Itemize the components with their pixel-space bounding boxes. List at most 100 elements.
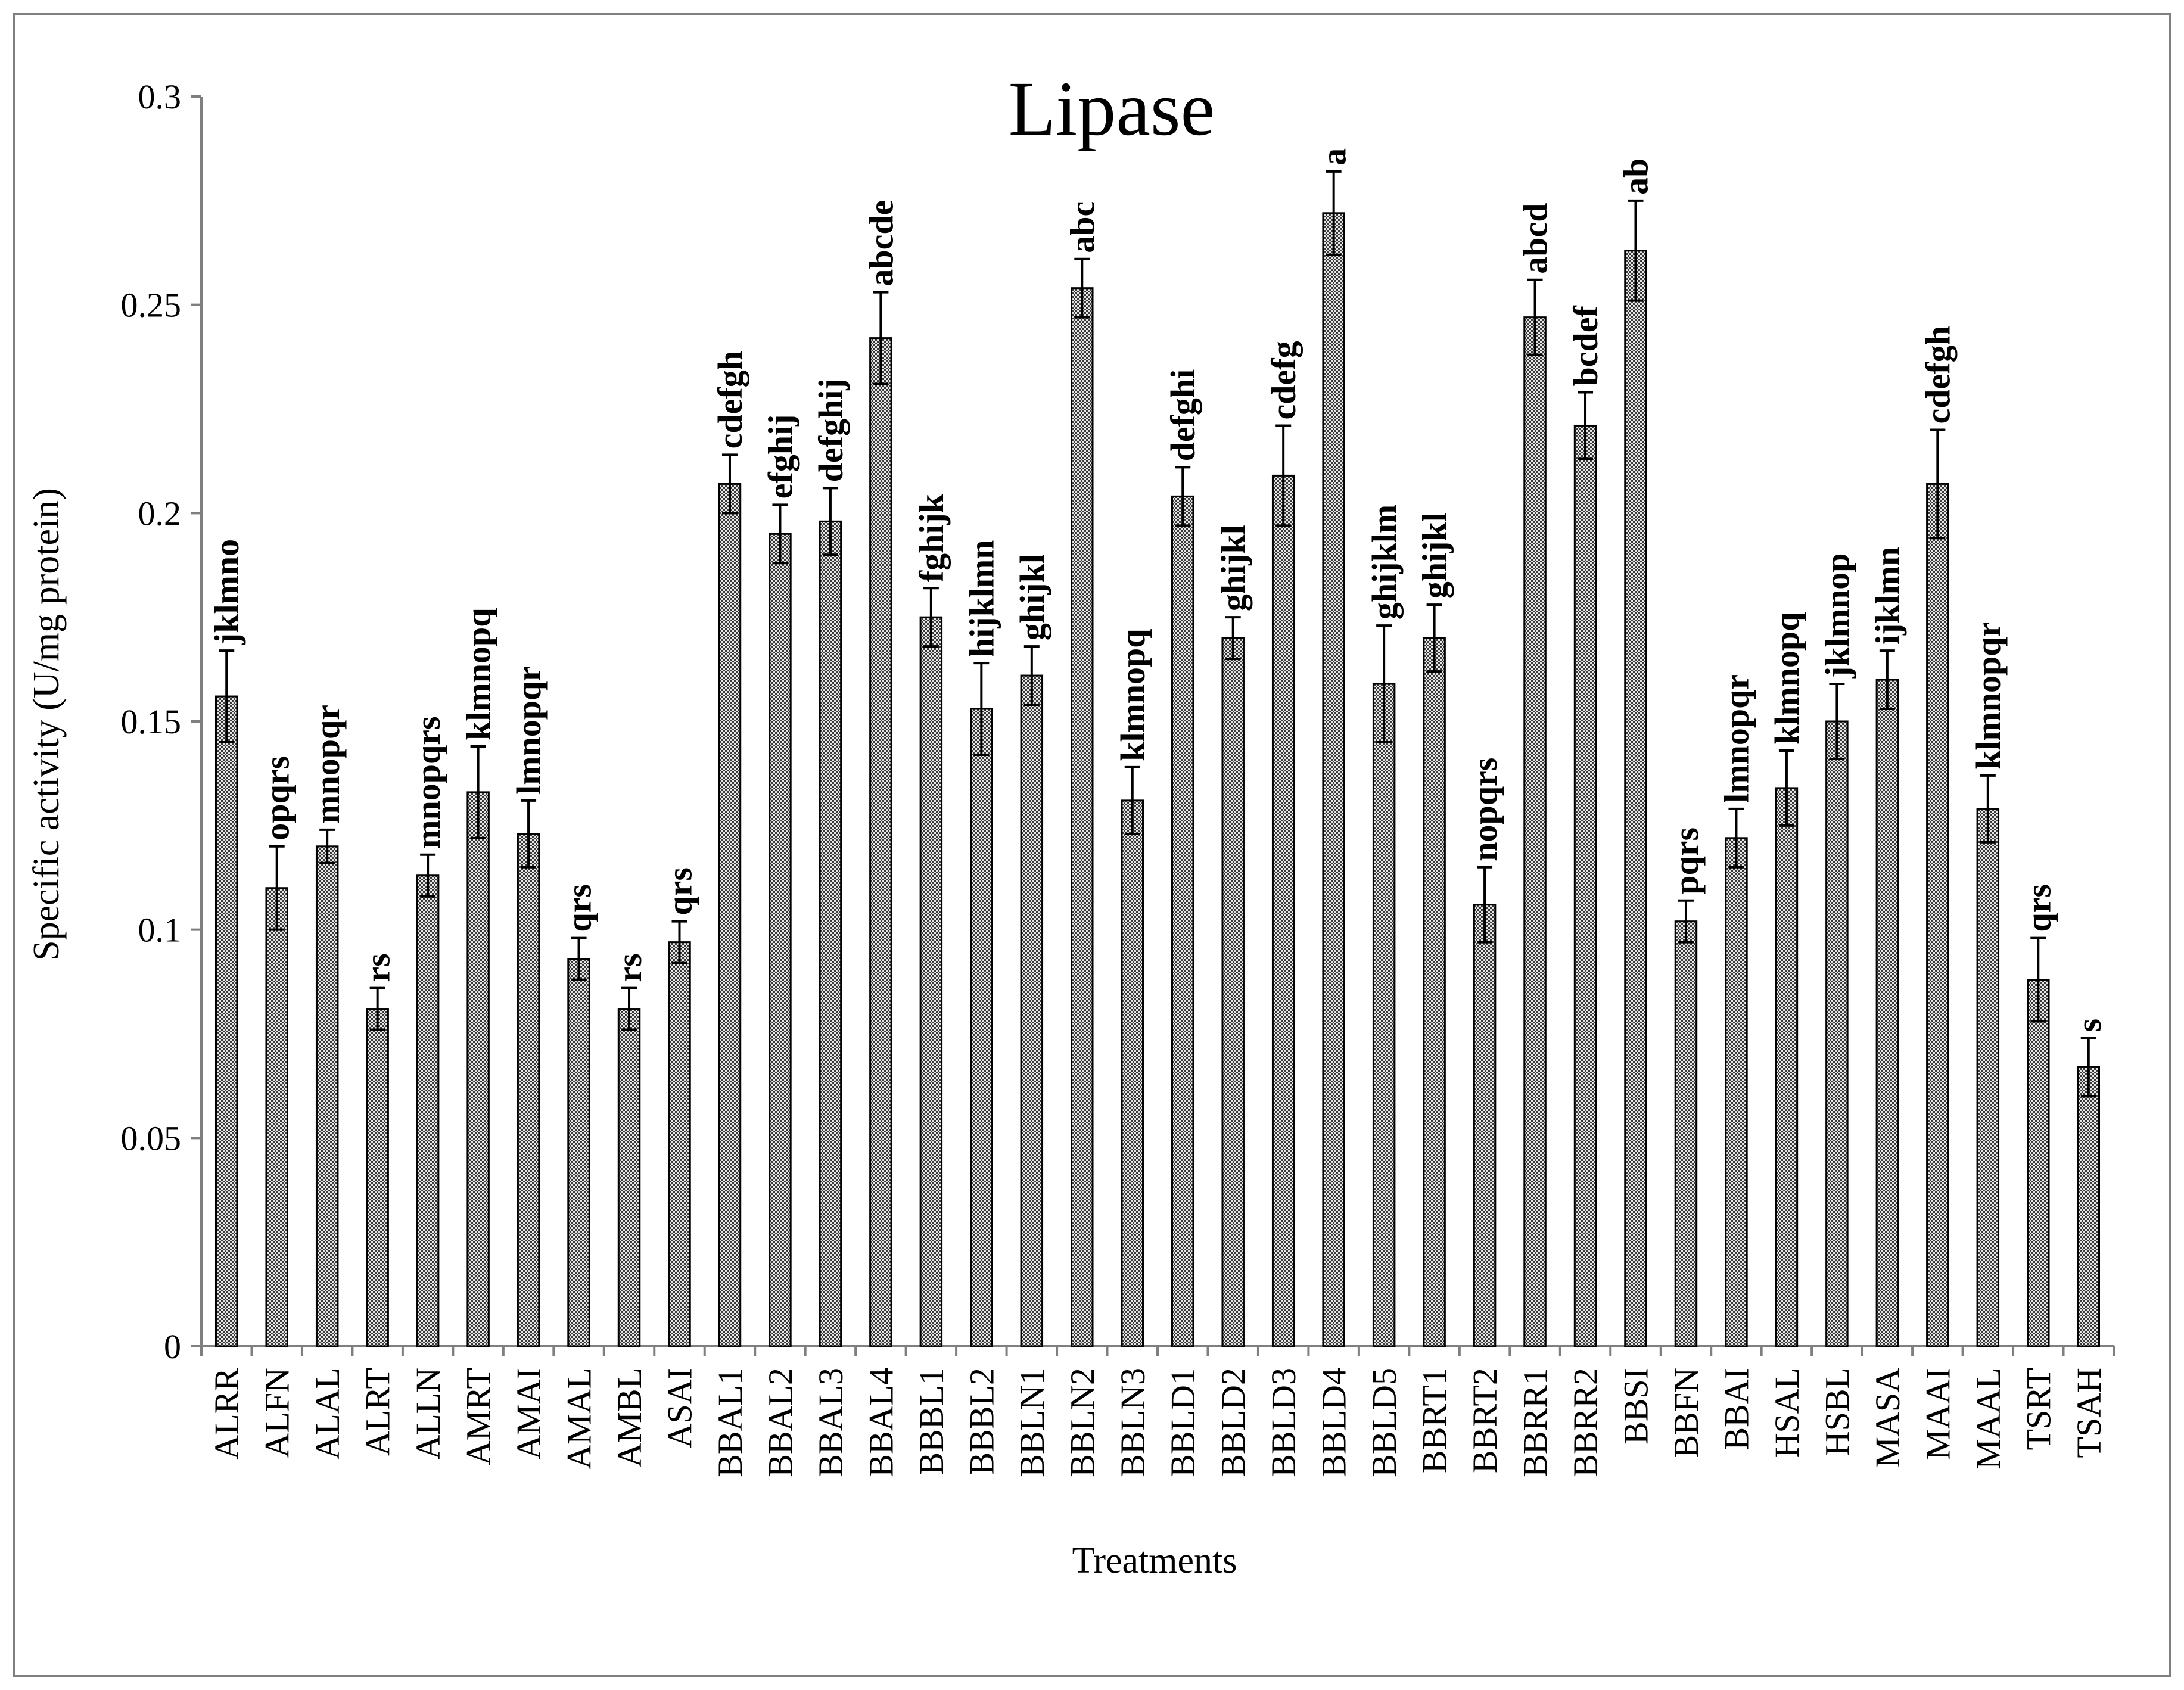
bar <box>1573 424 1597 1347</box>
bar <box>517 833 540 1347</box>
significance-label: ab <box>1617 158 1656 195</box>
bar <box>1926 483 1949 1347</box>
significance-label: defghi <box>1163 369 1202 462</box>
significance-label: klmnopq <box>459 608 498 740</box>
bar <box>1875 679 1899 1347</box>
x-tick-label: BBAL1 <box>711 1368 749 1477</box>
significance-label: defghij <box>811 378 850 482</box>
bar <box>970 708 993 1347</box>
bar <box>1624 250 1647 1347</box>
x-tick-label: MAAL <box>1969 1368 2008 1470</box>
x-tick-label: AMBL <box>610 1368 649 1468</box>
x-tick-label: BBLD5 <box>1365 1368 1404 1477</box>
x-tick-label: ALRR <box>207 1368 246 1460</box>
bar <box>1423 637 1446 1347</box>
x-tick-label: BBBL1 <box>912 1368 951 1476</box>
y-tick-label: 0.25 <box>121 286 182 325</box>
significance-label: mnopqr <box>308 705 347 824</box>
bar <box>1976 808 2000 1347</box>
x-tick-label: BBBL2 <box>962 1368 1001 1476</box>
bar-chart: Lipase Specific activity (U/mg protein) … <box>26 66 2115 1581</box>
bar <box>2077 1066 2101 1347</box>
significance-label: pqrs <box>1667 827 1706 895</box>
bar <box>265 887 288 1347</box>
significance-label: abcd <box>1516 203 1555 273</box>
x-tick-label: BBFN <box>1667 1368 1706 1458</box>
bar <box>1725 837 1748 1347</box>
x-tick-label: ALAL <box>308 1368 347 1460</box>
chart-frame: Lipase Specific activity (U/mg protein) … <box>13 13 2171 1677</box>
bar <box>1171 495 1194 1347</box>
significance-label: ghijklm <box>1365 505 1404 620</box>
x-tick-label: BBAL4 <box>861 1368 900 1477</box>
x-tick-label: BBLD1 <box>1163 1368 1202 1477</box>
significance-label: bcdef <box>1566 306 1605 387</box>
bar <box>2027 979 2050 1347</box>
significance-label: cdefgh <box>711 351 749 449</box>
bar <box>819 520 842 1347</box>
y-tick-label: 0.15 <box>121 702 182 741</box>
bar <box>1322 212 1345 1347</box>
x-tick-label: BBAI <box>1717 1368 1756 1451</box>
x-tick-label: BBLN2 <box>1063 1368 1102 1477</box>
y-tick-label: 0 <box>164 1327 181 1366</box>
bar <box>769 533 792 1347</box>
x-tick-label: ALRT <box>359 1368 397 1456</box>
bar <box>617 1008 641 1347</box>
significance-label: qrs <box>661 867 699 916</box>
significance-label: opqrs <box>258 756 297 841</box>
significance-label: rs <box>359 953 397 982</box>
bar <box>1221 637 1245 1347</box>
bar <box>315 845 339 1347</box>
x-tick-label: BBLD4 <box>1315 1368 1354 1477</box>
significance-label: nopqrs <box>1466 758 1504 861</box>
x-tick-label: ASAI <box>661 1368 699 1448</box>
significance-label: ghijkl <box>1013 554 1051 640</box>
bar <box>1271 474 1295 1347</box>
bar <box>1071 287 1094 1347</box>
x-tick-label: BBRT2 <box>1466 1368 1504 1473</box>
x-tick-label: TSRT <box>2019 1368 2058 1450</box>
significance-label: hijklmn <box>962 540 1001 657</box>
bar <box>1372 683 1396 1347</box>
bar <box>1674 920 1698 1347</box>
x-tick-label: BBLD2 <box>1214 1368 1253 1477</box>
significance-label: qrs <box>560 884 599 932</box>
bar <box>1523 316 1547 1347</box>
significance-label: qrs <box>2019 884 2058 932</box>
x-axis-title: Treatments <box>1072 1540 1237 1581</box>
x-tick-label: ALLN <box>409 1368 447 1460</box>
bar <box>1775 787 1799 1347</box>
bar <box>869 337 892 1347</box>
x-tick-label: HSAL <box>1768 1368 1806 1458</box>
significance-label: rs <box>610 953 649 982</box>
significance-label: ijklmn <box>1868 547 1907 645</box>
significance-label: a <box>1315 148 1354 166</box>
bar <box>366 1008 389 1347</box>
bar <box>567 958 590 1347</box>
significance-label: jklmno <box>207 539 246 645</box>
bar <box>416 874 440 1347</box>
significance-label: klmnopq <box>1768 612 1806 744</box>
significance-label: efghij <box>761 415 799 499</box>
x-tick-label: BBAL2 <box>761 1368 799 1477</box>
significance-label: lmnopqr <box>509 666 548 795</box>
bar <box>1825 720 1849 1347</box>
x-tick-label: AMAL <box>560 1368 599 1470</box>
bar <box>466 791 490 1347</box>
significance-label: lmnopqr <box>1717 674 1756 803</box>
significance-label: abcde <box>861 200 900 287</box>
x-tick-label: HSBL <box>1818 1368 1856 1456</box>
x-tick-label: BBRR2 <box>1566 1368 1605 1477</box>
bar <box>668 941 691 1347</box>
x-tick-label: BBLD3 <box>1264 1368 1303 1477</box>
significance-label: jklmnop <box>1818 553 1856 679</box>
bar <box>1473 904 1497 1347</box>
bar <box>214 695 238 1347</box>
y-tick-label: 0.05 <box>121 1119 182 1157</box>
significance-label: klmnopq <box>1113 628 1152 761</box>
bar <box>1121 799 1144 1347</box>
y-tick-label: 0.1 <box>138 911 182 950</box>
x-axis-labels: ALRR ALFN ALAL ALRT ALLN AMRT AMAI AMAL AMBL ASAI… <box>207 1368 2108 1477</box>
significance-label: cdefgh <box>1918 326 1957 424</box>
